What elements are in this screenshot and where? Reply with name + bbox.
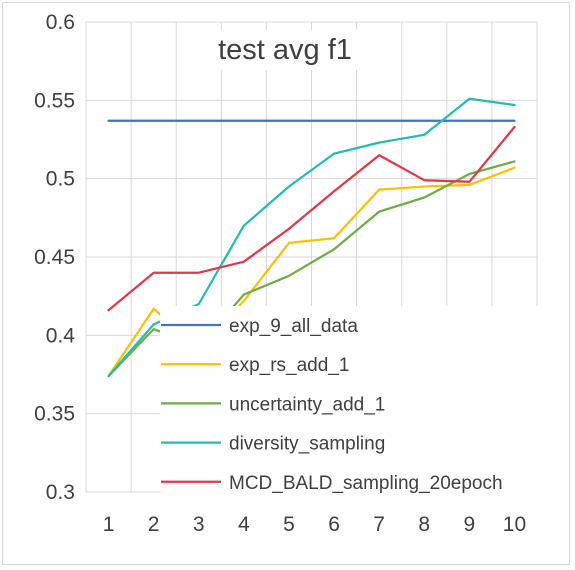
y-tick-label: 0.3 bbox=[46, 481, 75, 504]
x-tick-label: 2 bbox=[148, 513, 160, 536]
title-background bbox=[198, 30, 373, 70]
x-tick-label: 5 bbox=[283, 513, 295, 536]
legend-entry-label: exp_rs_add_1 bbox=[229, 355, 349, 376]
legend-entry-label: diversity_sampling bbox=[229, 434, 385, 455]
y-tick-label: 0.5 bbox=[46, 168, 75, 191]
y-tick-label: 0.35 bbox=[34, 403, 75, 426]
y-tick-label: 0.6 bbox=[46, 11, 75, 34]
legend-entry-label: uncertainty_add_1 bbox=[229, 394, 385, 415]
y-tick-label: 0.45 bbox=[34, 246, 75, 269]
x-tick-label: 1 bbox=[103, 513, 115, 536]
y-tick-label: 0.55 bbox=[34, 89, 75, 112]
series-line-mcd-bald-sampling-20epoch bbox=[107, 125, 516, 312]
x-tick-label: 4 bbox=[238, 513, 250, 536]
x-tick-label: 8 bbox=[418, 513, 430, 536]
legend-entry-label: exp_9_all_data bbox=[229, 316, 358, 337]
x-tick-label: 6 bbox=[328, 513, 340, 536]
y-tick-label: 0.4 bbox=[46, 324, 76, 347]
x-tick-label: 3 bbox=[193, 513, 205, 536]
legend-entry-label: MCD_BALD_sampling_20epoch bbox=[229, 473, 503, 494]
x-tick-label: 7 bbox=[373, 513, 385, 536]
legend: exp_9_all_data exp_rs_add_1 uncertainty_ad… bbox=[161, 316, 503, 494]
chart-title: test avg f1 bbox=[218, 34, 352, 66]
x-tick-label: 9 bbox=[464, 513, 476, 536]
x-axis-tick-labels: 1 2 3 4 5 6 7 8 9 10 bbox=[103, 513, 526, 536]
y-axis-tick-labels: 0.3 0.35 0.4 0.45 0.5 0.55 0.6 bbox=[34, 11, 75, 504]
x-tick-label: 10 bbox=[503, 513, 526, 536]
legend-background bbox=[160, 306, 558, 498]
